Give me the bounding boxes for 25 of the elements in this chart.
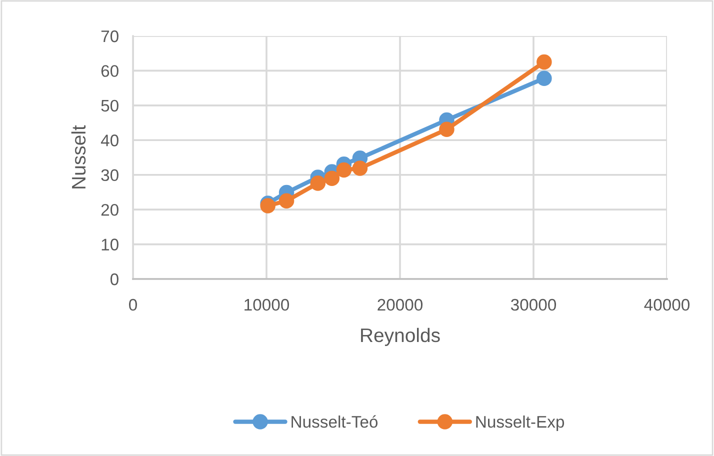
x-tick-label: 30000: [510, 298, 556, 311]
point: [278, 193, 294, 209]
y-tick-label: 0: [110, 273, 118, 286]
y-tick-label: 60: [101, 65, 118, 77]
y-tick-label: 40: [100, 134, 118, 146]
point: [324, 170, 340, 186]
y-tick-label: 50: [101, 100, 118, 112]
y-tick-label: 30: [101, 169, 118, 182]
point: [336, 162, 352, 178]
y-tick-label: 20: [101, 204, 118, 216]
x-tick-label: 40000: [644, 298, 690, 311]
point: [310, 176, 326, 191]
point: [439, 122, 454, 138]
x-axis-title: Reynolds: [361, 328, 440, 346]
legend-label: Nusselt-Exp: [476, 416, 564, 432]
point: [352, 160, 368, 176]
y-axis-title: Nusselt: [71, 125, 86, 188]
x-tick-label: 20000: [378, 298, 423, 311]
x-tick-label: 10000: [244, 298, 290, 311]
legend-label: Nusselt-Teó: [292, 415, 378, 428]
y-tick-label: 10: [102, 238, 118, 250]
y-tick-label: 70: [101, 30, 118, 42]
x-tick-label: 0: [129, 298, 137, 311]
point: [536, 54, 552, 70]
point: [536, 70, 552, 86]
